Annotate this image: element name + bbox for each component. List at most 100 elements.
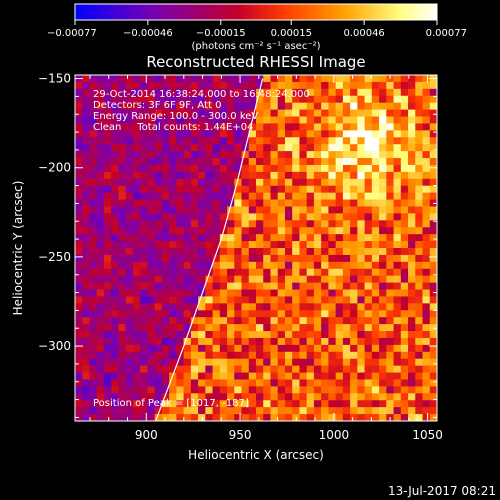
heatmap-cell (277, 137, 286, 145)
heatmap-cell (183, 164, 192, 173)
y-axis-label: Heliocentric Y (arcsec) (11, 181, 25, 316)
heatmap-cell (342, 227, 351, 235)
heatmap-cell (140, 379, 148, 387)
heatmap-cell (176, 185, 185, 194)
heatmap-cell (400, 248, 409, 256)
heatmap-cell (140, 261, 148, 270)
heatmap-cell (248, 151, 257, 159)
heatmap-cell (82, 358, 91, 367)
heatmap-cell (205, 317, 214, 325)
heatmap-cell (147, 400, 156, 408)
heatmap-cell (248, 123, 257, 131)
heatmap-cell (234, 123, 243, 131)
heatmap-cell (241, 213, 250, 221)
heatmap-cell (169, 379, 177, 387)
heatmap-cell (364, 407, 373, 415)
heatmap-cell (393, 75, 402, 83)
heatmap-cell (321, 351, 329, 360)
heatmap-cell (408, 206, 416, 214)
heatmap-cell (212, 379, 221, 387)
heatmap-cell (82, 372, 91, 381)
heatmap-cell (103, 144, 112, 152)
heatmap-cell (212, 337, 221, 346)
heatmap-cell (364, 289, 373, 298)
heatmap-cell (299, 199, 308, 208)
heatmap-cell (103, 227, 112, 235)
heatmap-cell (357, 75, 366, 83)
heatmap-cell (183, 386, 192, 394)
heatmap-cell (205, 137, 214, 145)
heatmap-cell (379, 254, 387, 263)
heatmap-cell (190, 268, 199, 277)
heatmap-cell (118, 254, 127, 263)
heatmap-cell (89, 151, 98, 159)
heatmap-cell (183, 137, 192, 145)
heatmap-cell (371, 102, 380, 111)
heatmap-cell (241, 220, 250, 228)
heatmap-cell (190, 102, 199, 111)
heatmap-cell (190, 407, 199, 415)
heatmap-cell (241, 324, 250, 332)
heatmap-cell (125, 81, 134, 90)
heatmap-cell (176, 144, 185, 152)
heatmap-cell (415, 102, 424, 111)
heatmap-cell (284, 386, 293, 394)
heatmap-cell (176, 296, 185, 304)
heatmap-cell (183, 116, 192, 125)
heatmap-cell (140, 75, 148, 83)
heatmap-cell (125, 289, 134, 298)
heatmap-cell (350, 171, 358, 180)
heatmap-cell (161, 324, 170, 332)
heatmap-cell (292, 227, 301, 235)
heatmap-cell (176, 254, 185, 263)
heatmap-cell (364, 261, 373, 270)
heatmap-cell (183, 185, 192, 194)
heatmap-cell (422, 407, 431, 415)
heatmap-cell (350, 75, 358, 83)
heatmap-cell (306, 116, 315, 125)
heatmap-cell (277, 386, 286, 394)
heatmap-cell (82, 351, 91, 360)
heatmap-cell (321, 213, 329, 221)
heatmap-cell (299, 213, 308, 221)
heatmap-cell (342, 317, 351, 325)
heatmap-cell (335, 358, 344, 367)
heatmap-cell (103, 75, 112, 83)
heatmap-cell (386, 116, 395, 125)
heatmap-cell (277, 331, 286, 339)
heatmap-cell (103, 185, 112, 194)
heatmap-cell (400, 95, 409, 104)
heatmap-cell (313, 268, 322, 277)
heatmap-cell (408, 344, 416, 353)
heatmap-cell (89, 130, 98, 138)
heatmap-cell (422, 192, 431, 201)
heatmap-cell (227, 164, 235, 173)
heatmap-cell (256, 310, 264, 318)
heatmap-cell (198, 379, 206, 387)
heatmap-cell (198, 241, 206, 249)
heatmap-cell (154, 185, 163, 194)
heatmap-cell (408, 241, 416, 249)
heatmap-cell (328, 303, 337, 311)
heatmap-cell (89, 137, 98, 145)
heatmap-cell (270, 234, 279, 242)
heatmap-cell (328, 407, 337, 415)
heatmap-cell (357, 414, 366, 421)
heatmap-cell (299, 310, 308, 318)
heatmap-cell (183, 351, 192, 360)
heatmap-cell (75, 116, 83, 125)
heatmap-cell (169, 331, 177, 339)
heatmap-cell (205, 310, 214, 318)
heatmap-cell (371, 178, 380, 187)
heatmap-cell (111, 102, 120, 111)
heatmap-cell (132, 158, 141, 166)
heatmap-cell (147, 130, 156, 138)
heatmap-cell (140, 171, 148, 180)
heatmap-cell (415, 386, 424, 394)
heatmap-cell (212, 137, 221, 145)
heatmap-cell (75, 386, 83, 394)
heatmap-cell (306, 130, 315, 138)
heatmap-cell (335, 123, 344, 131)
heatmap-cell (263, 241, 272, 249)
